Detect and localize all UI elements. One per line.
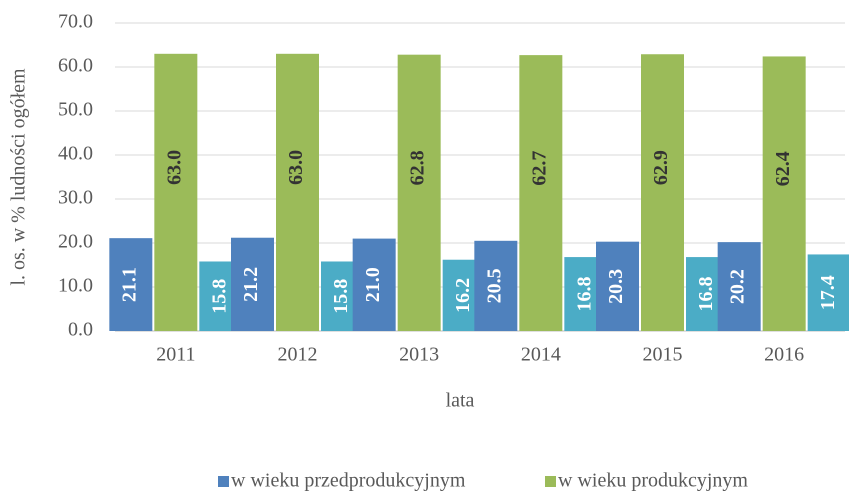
value-label: 21.2 <box>240 267 262 302</box>
x-tick-label: 2012 <box>278 344 318 366</box>
y-tick-label: 40.0 <box>58 143 93 165</box>
value-label: 63.0 <box>285 150 307 185</box>
y-tick-label: 0.0 <box>68 319 93 341</box>
y-tick-label: 70.0 <box>58 11 93 33</box>
value-label: 63.0 <box>163 150 185 185</box>
value-label: 20.3 <box>605 269 627 304</box>
y-tick-label: 30.0 <box>58 187 93 209</box>
bar <box>807 254 849 331</box>
x-axis-label: lata <box>446 390 475 412</box>
y-axis-label: l. os. w % ludności ogółem <box>8 68 30 286</box>
bar <box>641 54 684 332</box>
y-tick-label: 20.0 <box>58 231 93 253</box>
value-label: 62.4 <box>772 151 794 186</box>
x-tick-label: 2013 <box>399 344 439 366</box>
value-label: 15.8 <box>330 279 352 314</box>
value-label: 16.8 <box>695 277 717 312</box>
value-label: 16.2 <box>452 278 474 313</box>
value-label: 20.5 <box>483 268 505 303</box>
bar <box>717 242 761 331</box>
value-label: 21.1 <box>118 267 140 302</box>
value-label: 16.8 <box>573 277 595 312</box>
bar <box>154 53 198 332</box>
bar <box>519 55 563 332</box>
value-label: 62.9 <box>650 150 672 185</box>
legend-label: w wieku produkcyjnym <box>558 470 748 492</box>
y-tick-label: 50.0 <box>58 99 93 121</box>
bar <box>352 238 396 331</box>
y-tick-label: 10.0 <box>58 275 93 297</box>
value-label: 20.2 <box>727 269 749 304</box>
y-tick-label: 60.0 <box>58 55 93 77</box>
bar <box>474 240 518 331</box>
value-label: 62.7 <box>528 151 550 186</box>
value-label: 21.0 <box>362 267 384 302</box>
legend-swatch <box>218 476 229 487</box>
bar <box>109 238 153 331</box>
value-label: 62.8 <box>407 150 429 185</box>
value-label: 15.8 <box>208 279 230 314</box>
bar <box>397 54 441 332</box>
value-label: 17.4 <box>817 275 839 310</box>
x-tick-label: 2016 <box>764 344 804 366</box>
x-tick-label: 2011 <box>156 344 195 366</box>
legend-swatch <box>545 476 556 487</box>
bar <box>231 237 274 331</box>
legend-label: w wieku przedprodukcyjnym <box>231 470 466 492</box>
x-tick-label: 2014 <box>521 344 561 366</box>
x-tick-label: 2015 <box>643 344 683 366</box>
bar <box>762 56 806 331</box>
bar <box>276 53 319 332</box>
bar <box>596 241 639 331</box>
